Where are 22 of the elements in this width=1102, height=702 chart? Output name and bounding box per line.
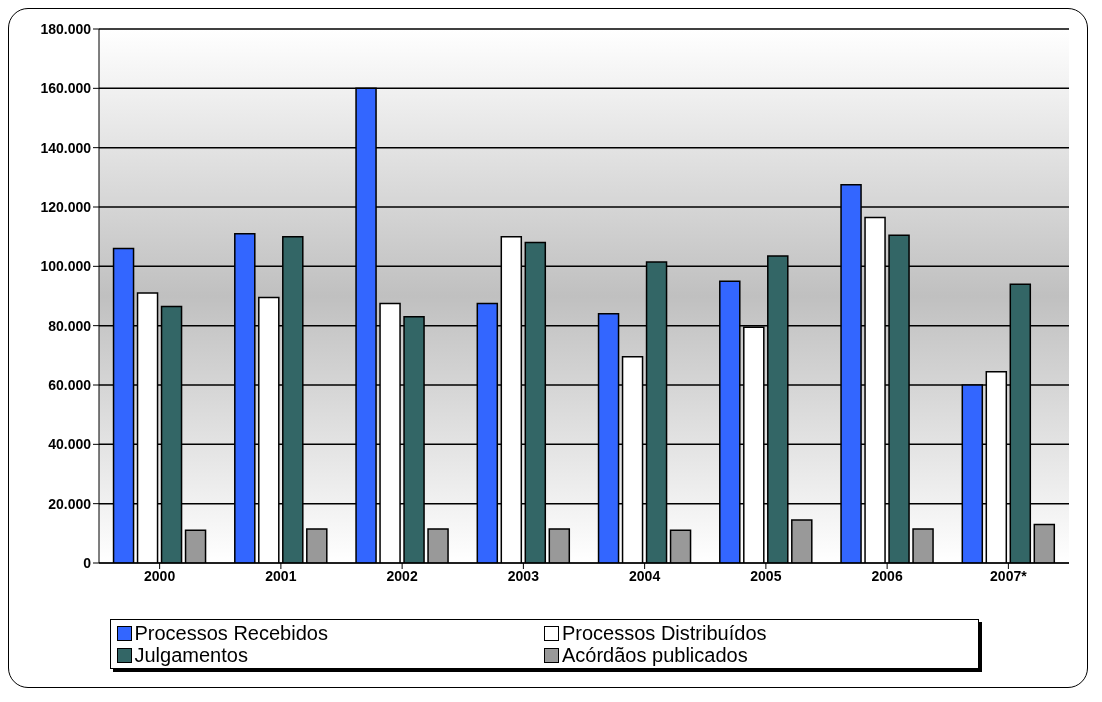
y-tick-label: 20.000 xyxy=(48,495,92,512)
x-tick-label: 2005 xyxy=(750,567,782,584)
x-tick-label: 2001 xyxy=(265,567,297,584)
x-tick-label: 2007* xyxy=(990,567,1028,584)
legend-label: Processos Distribuídos xyxy=(562,622,767,644)
y-tick-label: 0 xyxy=(83,554,92,571)
x-tick-label: 2006 xyxy=(871,567,903,584)
legend-label: Julgamentos xyxy=(134,644,248,666)
y-tick-label: 100.000 xyxy=(40,258,92,275)
y-tick-label: 180.000 xyxy=(40,20,92,37)
x-tick-label: 2004 xyxy=(629,567,661,584)
x-tick-label: 2002 xyxy=(386,567,418,584)
y-tick-label: 120.000 xyxy=(40,198,92,215)
x-tick-label: 2003 xyxy=(507,567,540,584)
x-tick-label: 2000 xyxy=(144,567,176,584)
legend-label: Acórdãos publicados xyxy=(562,644,748,666)
legend-label: Processos Recebidos xyxy=(134,622,328,644)
y-tick-label: 140.000 xyxy=(40,139,92,156)
y-tick-label: 40.000 xyxy=(48,436,92,453)
y-tick-label: 60.000 xyxy=(48,376,92,393)
y-tick-label: 80.000 xyxy=(48,317,92,334)
y-tick-label: 160.000 xyxy=(40,80,92,97)
